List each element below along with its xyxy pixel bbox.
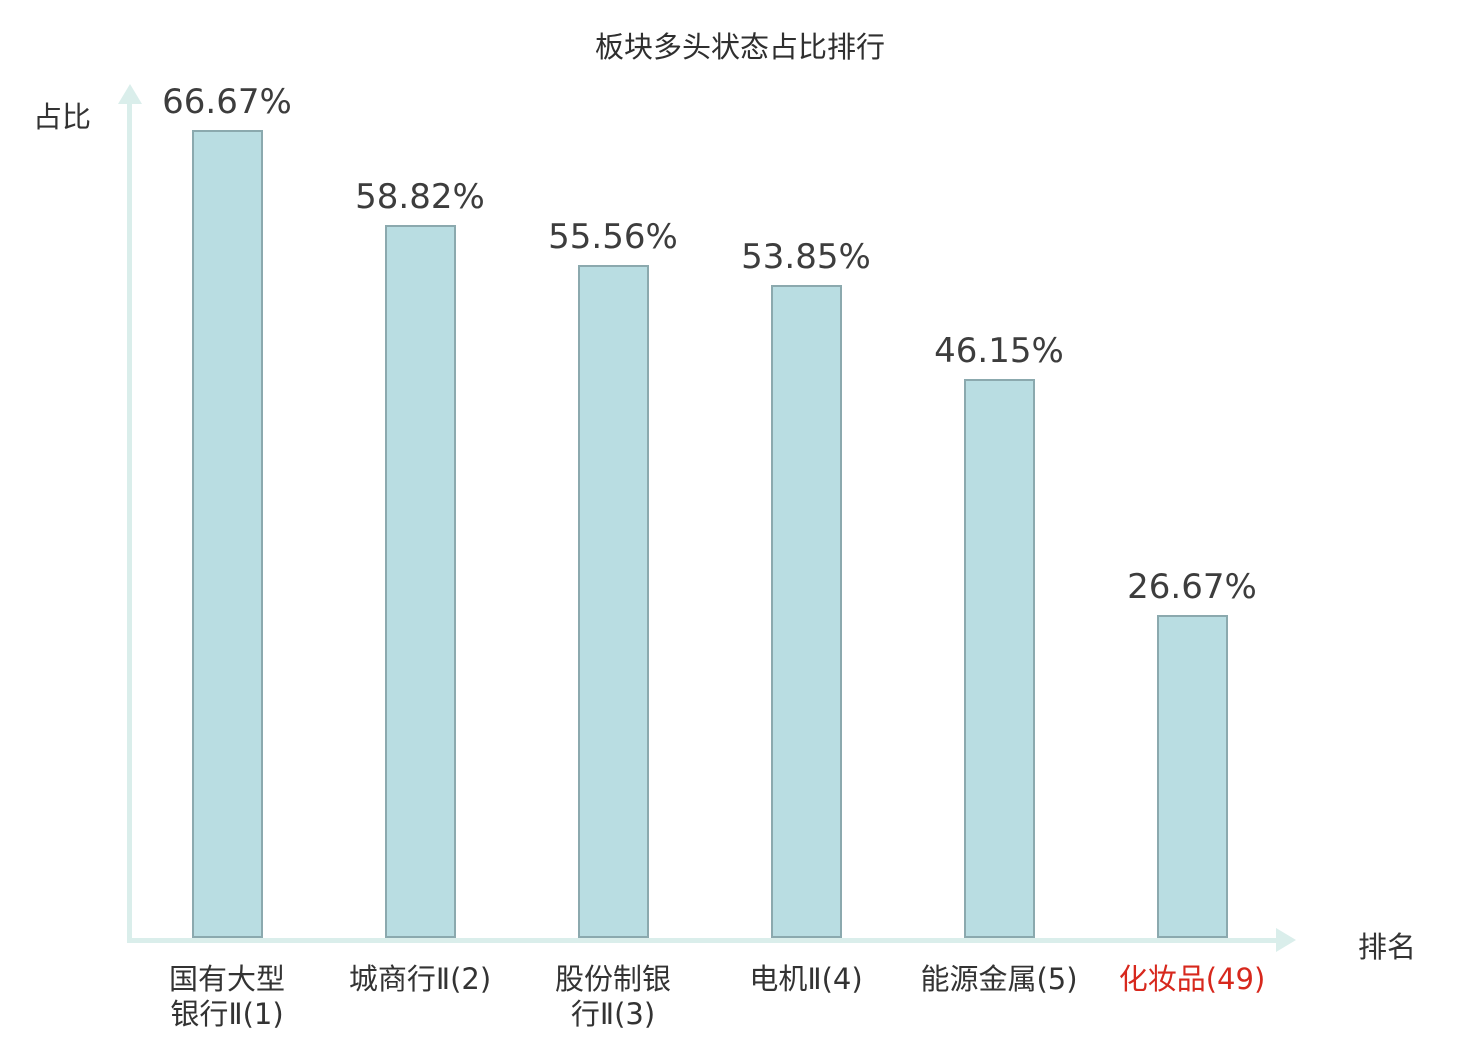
category-label-6: 化妆品(49) [1118, 962, 1266, 996]
bar-2 [385, 225, 456, 938]
category-label-5: 能源金属(5) [920, 962, 1078, 996]
category-label-2: 城商行Ⅱ(2) [348, 962, 492, 996]
value-label-2: 58.82% [355, 177, 485, 217]
y-axis-label: 占比 [33, 100, 92, 134]
bar-5 [964, 379, 1035, 938]
bar-4 [771, 285, 842, 938]
value-label-4: 53.85% [741, 237, 871, 277]
x-axis-arrow-icon [1276, 928, 1296, 952]
y-axis-arrow-icon [118, 84, 142, 104]
y-axis-line [127, 100, 132, 943]
value-label-6: 26.67% [1127, 567, 1257, 607]
value-label-5: 46.15% [934, 331, 1064, 371]
bar-1 [192, 130, 263, 938]
bar-6 [1157, 615, 1228, 938]
bar-3 [578, 265, 649, 938]
x-axis-line [127, 938, 1280, 943]
category-label-4: 电机Ⅱ(4) [749, 962, 863, 996]
value-label-3: 55.56% [548, 217, 678, 257]
x-axis-label: 排名 [1358, 930, 1417, 964]
category-label-3: 股份制银 行Ⅱ(3) [554, 962, 672, 1031]
chart-title: 板块多头状态占比排行 [594, 30, 885, 64]
category-label-1: 国有大型 银行Ⅱ(1) [168, 962, 286, 1031]
value-label-1: 66.67% [162, 82, 292, 122]
